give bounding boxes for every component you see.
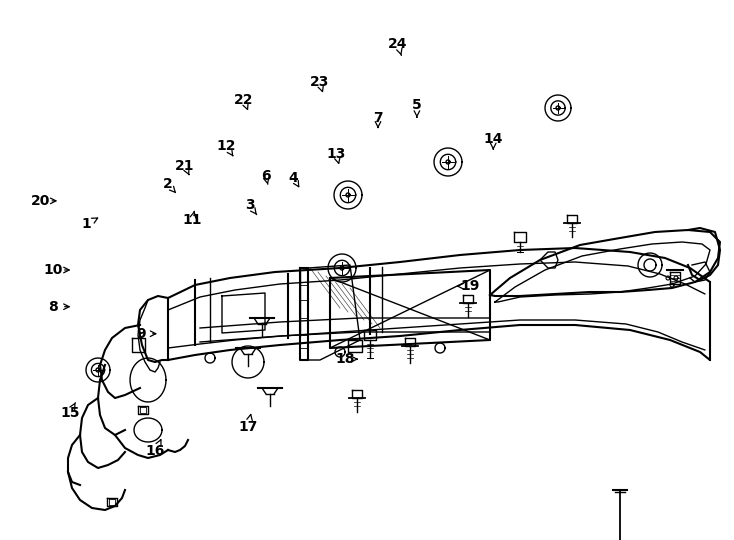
Text: 6: 6: [261, 168, 271, 183]
Text: 11: 11: [183, 213, 202, 227]
Text: 19: 19: [460, 279, 479, 293]
Text: 1: 1: [81, 217, 92, 231]
Text: 12: 12: [217, 139, 236, 153]
Text: 3: 3: [244, 198, 255, 212]
Text: 5: 5: [412, 98, 422, 112]
Text: 23: 23: [310, 75, 329, 89]
Text: 4: 4: [288, 171, 299, 185]
Text: 9: 9: [136, 327, 146, 341]
Text: 10: 10: [43, 263, 62, 277]
Text: 16: 16: [146, 444, 165, 458]
Text: 14: 14: [484, 132, 503, 146]
Text: 17: 17: [239, 420, 258, 434]
Text: 21: 21: [175, 159, 195, 173]
Text: 20: 20: [31, 194, 50, 208]
Text: 15: 15: [60, 406, 79, 420]
Text: 8: 8: [48, 300, 58, 314]
Text: 7: 7: [373, 111, 383, 125]
Text: 22: 22: [234, 93, 253, 107]
Text: 2: 2: [162, 177, 172, 191]
Text: 24: 24: [388, 37, 407, 51]
Text: 18: 18: [335, 352, 355, 366]
Text: 13: 13: [327, 147, 346, 161]
